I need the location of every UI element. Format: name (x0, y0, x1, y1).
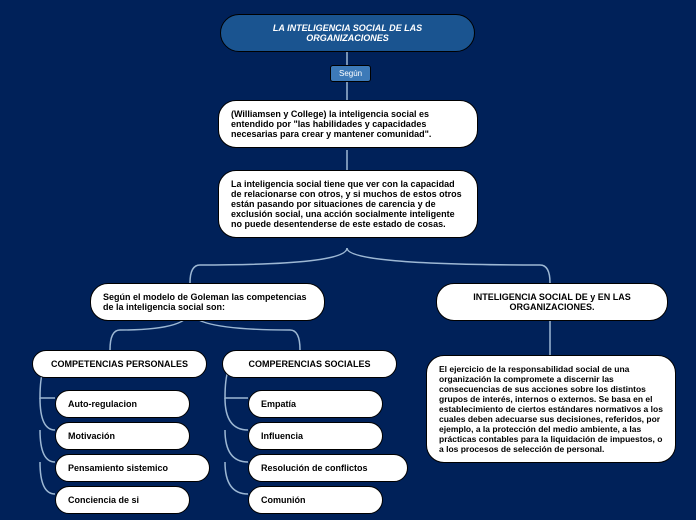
definition-2: La inteligencia social tiene que ver con… (218, 170, 478, 238)
comp-pers-item: Motivación (55, 422, 190, 450)
link-label-segun: Según (330, 65, 371, 82)
comp-pers-item: Pensamiento sistemico (55, 454, 210, 482)
comp-pers-item: Auto-regulacion (55, 390, 190, 418)
org-text-node: El ejercicio de la responsabilidad socia… (426, 355, 676, 463)
comp-soc-item: Empatía (248, 390, 383, 418)
comp-soc-item: Influencia (248, 422, 383, 450)
comp-pers-item: Conciencia de si (55, 486, 190, 514)
comp-pers-title: COMPETENCIAS PERSONALES (32, 350, 207, 378)
definition-1: (Williamsen y College) la inteligencia s… (218, 100, 478, 148)
comp-soc-item: Resolución de conflictos (248, 454, 408, 482)
goleman-node: Según el modelo de Goleman las competenc… (90, 283, 325, 321)
title-node: LA INTELIGENCIA SOCIAL DE LAS ORGANIZACI… (220, 14, 475, 52)
comp-soc-item: Comunión (248, 486, 383, 514)
org-title-node: INTELIGENCIA SOCIAL DE y EN LAS ORGANIZA… (436, 283, 668, 321)
comp-soc-title: COMPERENCIAS SOCIALES (222, 350, 397, 378)
